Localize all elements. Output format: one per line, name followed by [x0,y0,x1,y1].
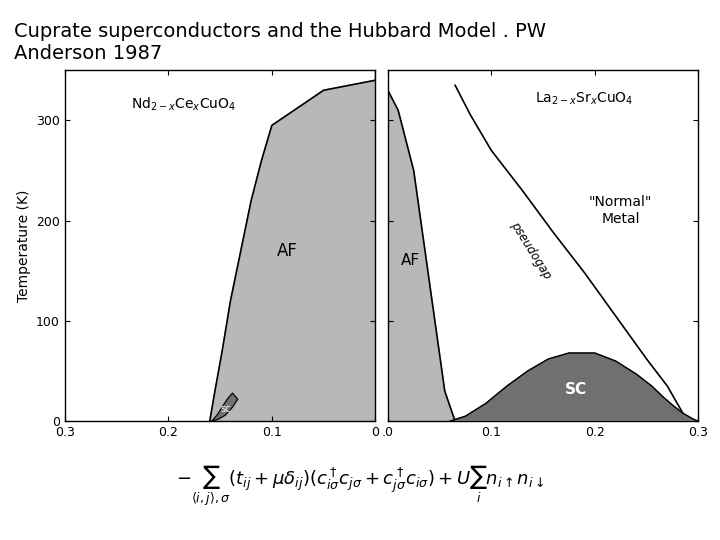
Text: SC: SC [565,382,588,396]
Text: AF: AF [277,242,298,260]
Text: AF: AF [401,253,420,268]
Text: pseudogap: pseudogap [508,220,554,282]
Polygon shape [450,353,698,421]
Polygon shape [210,70,375,421]
Text: Cuprate superconductors and the Hubbard Model . PW
Anderson 1987: Cuprate superconductors and the Hubbard … [14,22,546,63]
Text: sc: sc [220,404,230,414]
Text: $-\sum_{\langle i,j\rangle,\sigma}(t_{ij}+\mu\delta_{ij})(c^\dagger_{i\sigma}c_{: $-\sum_{\langle i,j\rangle,\sigma}(t_{ij… [176,464,544,508]
Polygon shape [388,90,455,421]
Text: Nd$_{2-x}$Ce$_x$CuO$_4$: Nd$_{2-x}$Ce$_x$CuO$_4$ [131,95,236,113]
Y-axis label: Temperature (K): Temperature (K) [17,190,30,302]
Text: "Normal"
Metal: "Normal" Metal [589,195,652,226]
Text: La$_{2-x}$Sr$_x$CuO$_4$: La$_{2-x}$Sr$_x$CuO$_4$ [535,90,634,107]
Polygon shape [212,393,238,421]
